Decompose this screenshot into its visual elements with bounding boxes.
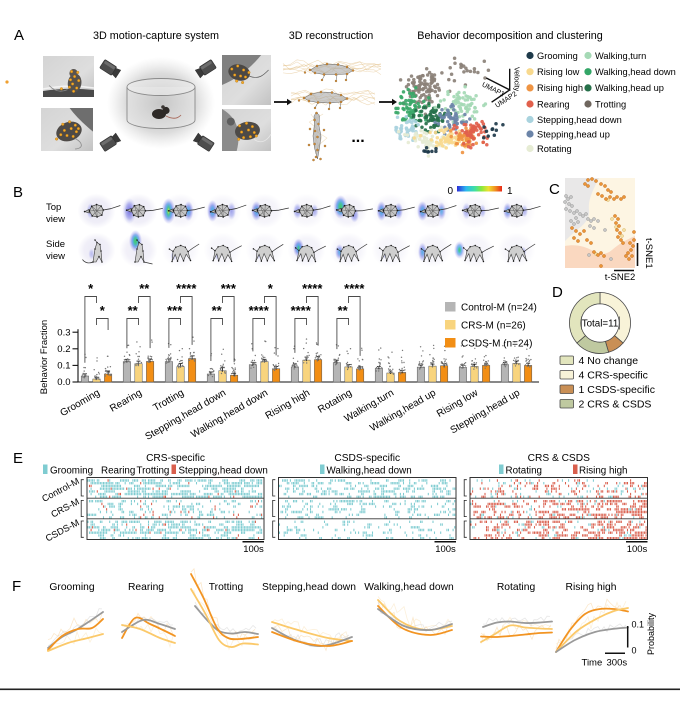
svg-text:3D motion-capture system: 3D motion-capture system (93, 30, 219, 42)
svg-text:Velocity: Velocity (513, 67, 520, 92)
svg-text:4 No change: 4 No change (579, 355, 639, 367)
svg-text:CRS-M (n=26): CRS-M (n=26) (461, 321, 526, 332)
svg-text:****: **** (291, 303, 312, 318)
svg-text:...: ... (351, 129, 364, 146)
svg-text:Behavior Fraction: Behavior Fraction (39, 320, 50, 394)
svg-text:Walking,head down: Walking,head down (364, 582, 454, 593)
svg-text:1 CSDS-specific: 1 CSDS-specific (579, 384, 655, 396)
svg-text:Rearing: Rearing (101, 466, 135, 477)
svg-text:Total=11: Total=11 (582, 319, 619, 330)
svg-text:*: * (88, 281, 94, 296)
svg-text:100s: 100s (435, 544, 456, 555)
svg-text:**: ** (212, 303, 223, 318)
svg-text:***: *** (167, 303, 183, 318)
svg-text:view: view (46, 251, 65, 262)
svg-text:**: ** (338, 303, 349, 318)
svg-text:Rising high: Rising high (566, 582, 617, 593)
svg-text:****: **** (344, 281, 365, 296)
svg-text:3D reconstruction: 3D reconstruction (289, 30, 374, 42)
svg-text:Rising high: Rising high (537, 83, 583, 93)
svg-text:Rotating: Rotating (497, 582, 536, 593)
svg-text:B: B (13, 184, 23, 201)
svg-text:0.1: 0.1 (57, 361, 70, 372)
svg-text:Grooming: Grooming (537, 51, 578, 61)
svg-text:Rising low: Rising low (537, 67, 580, 77)
svg-text:Stepping,head down: Stepping,head down (262, 582, 356, 593)
svg-text:t-SNE2: t-SNE2 (605, 272, 636, 283)
svg-text:300s: 300s (607, 658, 628, 669)
svg-text:Rotating: Rotating (537, 144, 572, 154)
svg-text:****: **** (302, 281, 323, 296)
svg-text:Walking,head down: Walking,head down (327, 466, 412, 477)
svg-text:Top: Top (46, 202, 61, 213)
svg-text:Rearing: Rearing (537, 99, 570, 109)
svg-text:Rotating: Rotating (506, 466, 543, 477)
svg-text:1: 1 (507, 186, 513, 197)
svg-text:Side: Side (46, 239, 65, 250)
svg-text:*: * (268, 281, 274, 296)
svg-text:*: * (100, 303, 106, 318)
svg-text:100s: 100s (627, 544, 648, 555)
svg-text:2 CRS & CSDS: 2 CRS & CSDS (579, 399, 652, 411)
svg-text:Stepping,head up: Stepping,head up (537, 129, 610, 139)
svg-text:t-SNE1: t-SNE1 (643, 238, 654, 269)
svg-text:***: *** (221, 281, 237, 296)
svg-text:0.1: 0.1 (632, 620, 645, 630)
svg-text:Time: Time (582, 658, 603, 669)
svg-text:Stepping,head down: Stepping,head down (537, 115, 622, 125)
svg-text:**: ** (139, 281, 150, 296)
svg-text:Rising high: Rising high (579, 466, 627, 477)
svg-text:4 CRS-specific: 4 CRS-specific (579, 370, 648, 382)
svg-text:0.2: 0.2 (57, 344, 70, 355)
svg-text:Walking,head down: Walking,head down (595, 67, 676, 77)
svg-text:0: 0 (632, 646, 637, 656)
svg-text:Rearing: Rearing (128, 582, 164, 593)
svg-text:Trotting: Trotting (595, 99, 626, 109)
svg-text:A: A (14, 27, 24, 44)
svg-text:Grooming: Grooming (50, 466, 93, 477)
svg-text:view: view (46, 214, 65, 225)
svg-text:CRS & CSDS: CRS & CSDS (528, 453, 590, 464)
svg-text:Probability: Probability (646, 612, 656, 655)
svg-text:E: E (13, 450, 23, 467)
svg-text:Behavior decomposition and clu: Behavior decomposition and clustering (417, 30, 602, 42)
svg-text:Control-M (n=24): Control-M (n=24) (461, 303, 537, 314)
svg-text:F: F (12, 578, 21, 595)
svg-text:****: **** (176, 281, 197, 296)
svg-text:0.0: 0.0 (57, 377, 70, 388)
svg-text:Trotting: Trotting (137, 466, 170, 477)
svg-text:Walking,turn: Walking,turn (595, 51, 646, 61)
svg-text:0: 0 (447, 186, 453, 197)
svg-text:****: **** (249, 303, 270, 318)
svg-text:CRS-specific: CRS-specific (146, 453, 205, 464)
svg-text:100s: 100s (243, 544, 264, 555)
svg-text:Grooming: Grooming (49, 582, 94, 593)
svg-text:D: D (552, 284, 563, 301)
svg-text:Trotting: Trotting (209, 582, 244, 593)
svg-text:C: C (549, 181, 560, 198)
svg-text:Stepping,head down: Stepping,head down (179, 466, 268, 477)
svg-text:CSDS-M (n=24): CSDS-M (n=24) (461, 339, 532, 350)
svg-text:**: ** (128, 303, 139, 318)
svg-text:0.3: 0.3 (57, 327, 70, 338)
svg-text:CSDS-specific: CSDS-specific (334, 453, 400, 464)
svg-text:Walking,head up: Walking,head up (595, 83, 664, 93)
